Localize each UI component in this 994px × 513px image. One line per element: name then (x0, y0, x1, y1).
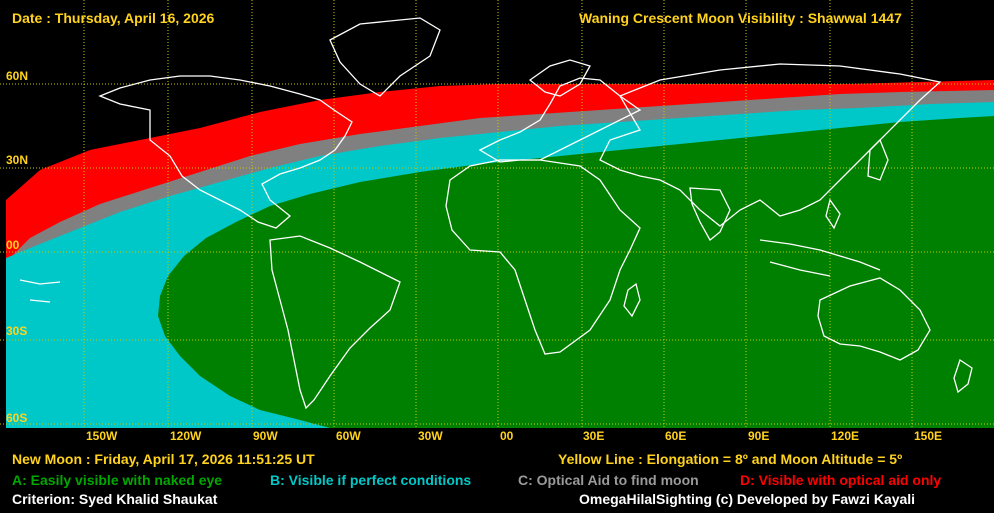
lon-label-60e: 60E (665, 429, 687, 443)
lon-label-30e: 30E (583, 429, 605, 443)
lon-label-90e: 90E (748, 429, 770, 443)
legend-c: C: Optical Aid to find moon (518, 472, 699, 488)
zone-a-band (158, 116, 994, 428)
lon-label-120e: 120E (831, 429, 860, 443)
lon-label-60w: 60W (336, 429, 361, 443)
lon-label-150e: 150E (914, 429, 943, 443)
date-label: Date : Thursday, April 16, 2026 (12, 10, 215, 26)
lon-label-00: 00 (500, 429, 514, 443)
legend-a: A: Easily visible with naked eye (12, 472, 223, 488)
new-moon-label: New Moon : Friday, April 17, 2026 11:51:… (12, 451, 315, 467)
credit-label: OmegaHilalSighting (c) Developed by Fawz… (579, 491, 916, 507)
yellow-line-note: Yellow Line : Elongation = 8º and Moon A… (558, 451, 903, 467)
coastlines (19, 17, 973, 410)
lon-label-90w: 90W (253, 429, 278, 443)
lon-label-150w: 150W (86, 429, 118, 443)
lon-label-30w: 30W (418, 429, 443, 443)
legend-b: B: Visible if perfect conditions (270, 472, 472, 488)
legend-d: D: Visible with optical aid only (740, 472, 942, 488)
lat-label-60n: 60N (6, 69, 29, 83)
lat-label-30s: 30S (6, 324, 28, 338)
map-title: Waning Crescent Moon Visibility : Shawwa… (579, 10, 902, 26)
criterion-label: Criterion: Syed Khalid Shaukat (12, 491, 218, 507)
lat-label-30n: 30N (6, 153, 29, 167)
lon-label-120w: 120W (170, 429, 202, 443)
lat-label-00: 00 (6, 238, 20, 252)
lat-label-60s: 60S (6, 411, 28, 425)
